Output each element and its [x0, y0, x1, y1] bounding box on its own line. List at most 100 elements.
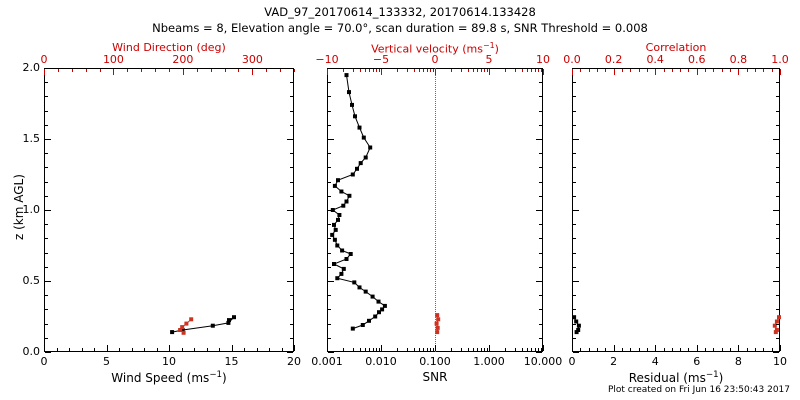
- y-minor-tick: [539, 125, 542, 126]
- x-minor-tick-top: [197, 69, 198, 72]
- y-minor-tick: [573, 167, 576, 168]
- x-tick-label-top: 0.6: [688, 53, 706, 66]
- x-minor-tick: [541, 348, 542, 351]
- series-marker: [341, 203, 346, 208]
- x-minor-tick: [353, 348, 354, 351]
- y-major-tick: [328, 352, 334, 353]
- x-minor-tick-top: [527, 69, 528, 72]
- x-minor-tick-top: [473, 69, 474, 72]
- x-minor-tick: [755, 348, 756, 351]
- y-minor-tick: [573, 210, 576, 211]
- series-marker: [368, 145, 373, 150]
- y-minor-tick: [539, 253, 542, 254]
- series-marker: [353, 114, 357, 119]
- y-major-tick: [573, 139, 579, 140]
- x-major-tick-top: [252, 69, 253, 75]
- x-minor-tick-top: [481, 69, 482, 72]
- x-minor-tick-top: [397, 69, 398, 72]
- panel-wind: [44, 68, 294, 352]
- x-minor-tick: [515, 348, 516, 351]
- x-minor-tick-top: [484, 69, 485, 72]
- x-minor-tick: [680, 348, 681, 351]
- y-minor-tick: [776, 182, 779, 183]
- y-minor-tick: [573, 96, 576, 97]
- series-marker: [360, 323, 365, 327]
- x-tick-label-top: 1.0: [771, 53, 789, 66]
- x-major-tick: [614, 345, 615, 351]
- plot-footer: Plot created on Fri Jun 16 23:50:43 2017: [607, 385, 790, 395]
- x-tick-label: 0.001: [311, 355, 343, 368]
- x-minor-tick-top: [589, 69, 590, 72]
- x-minor-tick: [505, 348, 506, 351]
- y-major-tick: [573, 210, 579, 211]
- x-minor-tick: [481, 348, 482, 351]
- x-major-tick: [697, 345, 698, 351]
- x-major-tick: [738, 345, 739, 351]
- y-minor-tick: [328, 125, 331, 126]
- x-tick-label: 10: [773, 355, 787, 368]
- x-minor-tick: [379, 348, 380, 351]
- series-marker: [774, 319, 779, 324]
- x-major-tick: [232, 345, 233, 351]
- x-major-tick-top: [697, 69, 698, 75]
- x-tick-label-top: 10: [536, 53, 550, 66]
- series-marker: [227, 318, 231, 323]
- series-marker: [337, 213, 342, 217]
- x-minor-tick: [664, 348, 665, 351]
- x-minor-tick-top: [423, 69, 424, 72]
- x-tick-label: 10: [162, 355, 176, 368]
- x-tick-label-top: 5: [485, 53, 493, 66]
- x-tick-label: 8: [734, 355, 742, 368]
- y-minor-tick: [573, 82, 576, 83]
- y-minor-tick: [328, 210, 331, 211]
- x-major-tick: [381, 345, 382, 351]
- x-minor-tick-top: [505, 69, 506, 72]
- x-minor-tick-top: [294, 69, 295, 72]
- x-major-tick-top: [183, 69, 184, 75]
- y-major-tick: [573, 68, 579, 69]
- x-minor-tick-top: [755, 69, 756, 72]
- panel-snr-top-axis-label: Vertical velocity (ms−1): [371, 41, 499, 56]
- y-minor-tick: [328, 167, 331, 168]
- x-minor-tick: [119, 348, 120, 351]
- x-minor-tick-top: [100, 69, 101, 72]
- y-minor-tick: [328, 295, 331, 296]
- x-minor-tick: [132, 348, 133, 351]
- y-minor-tick: [776, 267, 779, 268]
- x-major-tick-top: [44, 69, 45, 75]
- x-minor-tick-top: [622, 69, 623, 72]
- y-minor-tick: [573, 182, 576, 183]
- x-minor-tick: [484, 348, 485, 351]
- series-marker: [178, 328, 183, 332]
- x-minor-tick-top: [353, 69, 354, 72]
- y-minor-tick: [573, 125, 576, 126]
- y-minor-tick: [45, 224, 48, 225]
- y-minor-tick: [328, 238, 331, 239]
- y-minor-tick: [290, 224, 293, 225]
- x-minor-tick: [219, 348, 220, 351]
- y-minor-tick: [573, 224, 576, 225]
- y-minor-tick: [45, 253, 48, 254]
- series-marker: [181, 330, 186, 335]
- x-minor-tick: [622, 348, 623, 351]
- y-minor-tick: [539, 238, 542, 239]
- x-major-tick: [294, 345, 295, 351]
- x-minor-tick-top: [730, 69, 731, 72]
- series-marker: [348, 252, 353, 256]
- y-minor-tick: [573, 338, 576, 339]
- x-minor-tick: [705, 348, 706, 351]
- x-minor-tick: [82, 348, 83, 351]
- x-tick-label: 0.010: [365, 355, 397, 368]
- y-minor-tick: [290, 238, 293, 239]
- panel-residual: [572, 68, 780, 352]
- series-marker: [380, 307, 385, 312]
- x-minor-tick-top: [541, 69, 542, 72]
- x-minor-tick: [688, 348, 689, 351]
- x-minor-tick-top: [468, 69, 469, 72]
- y-minor-tick: [45, 210, 48, 211]
- y-minor-tick: [45, 238, 48, 239]
- y-minor-tick: [290, 295, 293, 296]
- y-minor-tick: [776, 295, 779, 296]
- series-marker: [333, 227, 338, 232]
- y-major-tick: [573, 352, 579, 353]
